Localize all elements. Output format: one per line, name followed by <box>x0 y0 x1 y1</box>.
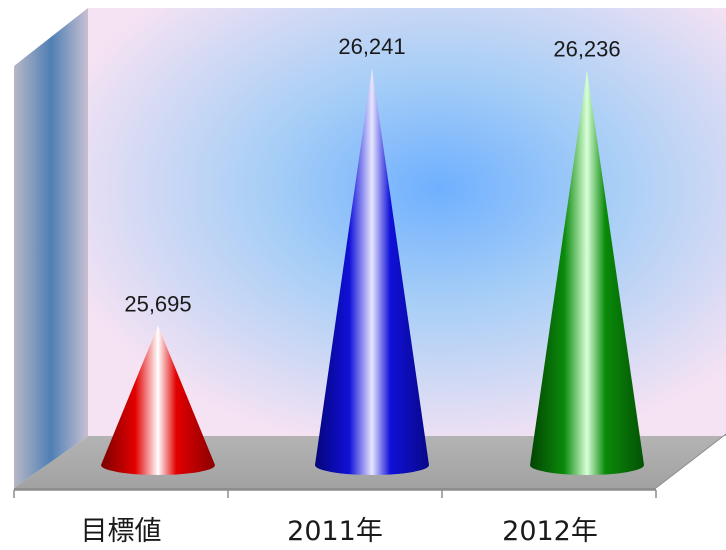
cone-mark <box>101 325 215 475</box>
cone-mark <box>315 68 429 475</box>
category-label: 目標値 <box>81 516 162 547</box>
category-label: 2012年 <box>502 516 598 547</box>
cone-mark <box>530 70 644 475</box>
value-label: 25,695 <box>124 292 191 317</box>
floor-depth-edge <box>655 433 726 489</box>
value-label: 26,236 <box>553 36 620 61</box>
cone-series <box>101 68 644 475</box>
value-labels: 25,695 26,241 26,236 <box>124 34 620 317</box>
chart-side-wall <box>14 8 88 488</box>
value-label: 26,241 <box>338 34 405 59</box>
category-label: 2011年 <box>287 516 383 547</box>
category-labels: 目標値 2011年 2012年 <box>81 516 598 547</box>
